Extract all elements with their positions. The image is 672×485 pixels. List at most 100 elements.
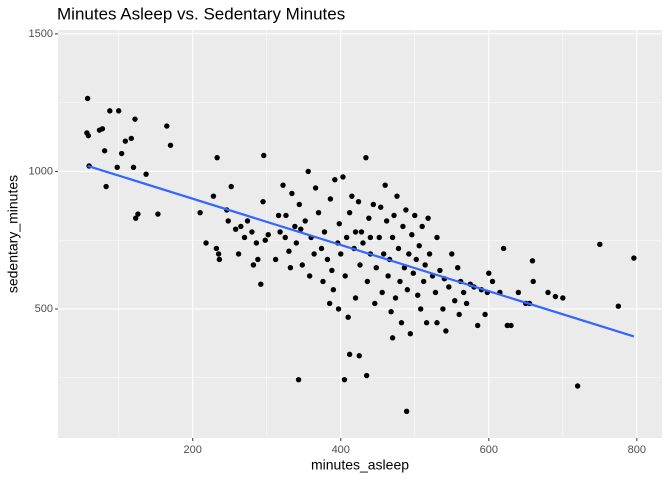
point bbox=[128, 135, 134, 142]
point bbox=[382, 182, 388, 188]
point bbox=[560, 295, 566, 301]
point bbox=[574, 383, 581, 389]
point bbox=[389, 335, 396, 341]
point bbox=[143, 171, 149, 177]
point bbox=[391, 212, 397, 219]
point bbox=[238, 223, 244, 230]
point bbox=[235, 251, 242, 257]
point bbox=[345, 314, 351, 320]
point bbox=[380, 251, 387, 257]
point bbox=[423, 320, 430, 326]
point bbox=[262, 237, 268, 243]
point bbox=[631, 255, 637, 261]
point bbox=[275, 212, 282, 219]
point bbox=[130, 164, 137, 170]
point bbox=[250, 262, 257, 268]
point bbox=[460, 289, 467, 296]
point bbox=[508, 322, 514, 329]
trend-line bbox=[87, 164, 635, 338]
point bbox=[403, 207, 409, 213]
point bbox=[352, 229, 359, 235]
point bbox=[413, 256, 419, 263]
point bbox=[515, 289, 522, 296]
point bbox=[378, 204, 384, 210]
point bbox=[253, 240, 260, 246]
point bbox=[155, 211, 161, 217]
point bbox=[330, 287, 337, 293]
point bbox=[232, 226, 239, 232]
point bbox=[392, 295, 399, 301]
point bbox=[283, 212, 289, 219]
point bbox=[299, 262, 305, 268]
point bbox=[321, 229, 328, 235]
point bbox=[292, 223, 298, 230]
point bbox=[214, 154, 220, 161]
point bbox=[400, 223, 406, 230]
point bbox=[364, 278, 371, 285]
point bbox=[255, 256, 261, 263]
point bbox=[107, 108, 113, 114]
x-tick-label: 400 bbox=[332, 444, 350, 456]
point bbox=[446, 284, 452, 290]
point bbox=[298, 226, 304, 232]
point bbox=[452, 298, 458, 304]
point bbox=[363, 372, 370, 379]
point bbox=[366, 215, 372, 221]
point bbox=[167, 142, 174, 148]
point bbox=[295, 376, 302, 383]
point bbox=[306, 273, 313, 279]
point bbox=[545, 289, 551, 296]
point bbox=[327, 196, 334, 202]
point bbox=[529, 258, 536, 264]
point bbox=[443, 328, 449, 334]
point bbox=[324, 256, 331, 263]
point bbox=[216, 256, 223, 263]
point bbox=[395, 245, 402, 252]
point bbox=[385, 273, 391, 279]
point bbox=[504, 322, 510, 329]
point bbox=[296, 201, 303, 208]
point bbox=[358, 229, 365, 235]
point bbox=[293, 240, 300, 246]
point bbox=[336, 220, 342, 227]
point bbox=[486, 270, 492, 276]
y-axis-title: sedentary_minutes bbox=[5, 175, 21, 293]
point bbox=[437, 267, 443, 274]
x-axis-title: minutes_asleep bbox=[311, 457, 409, 473]
x-tick-label: 200 bbox=[184, 444, 202, 456]
point bbox=[213, 245, 220, 252]
point bbox=[320, 278, 326, 285]
y-tick-label: 500 bbox=[35, 303, 53, 315]
chart-title: Minutes Asleep vs. Sedentary Minutes bbox=[57, 4, 345, 23]
y-tick-label: 1500 bbox=[29, 28, 53, 40]
x-tick-label: 800 bbox=[628, 444, 646, 456]
point bbox=[379, 289, 385, 296]
point bbox=[244, 218, 251, 224]
point bbox=[373, 265, 379, 271]
point bbox=[482, 311, 488, 318]
point bbox=[341, 376, 348, 383]
point bbox=[261, 152, 267, 159]
point bbox=[352, 295, 359, 301]
point bbox=[415, 292, 421, 298]
point bbox=[455, 265, 461, 271]
point bbox=[463, 300, 470, 307]
point bbox=[302, 218, 308, 224]
point bbox=[164, 123, 170, 129]
point bbox=[332, 176, 338, 183]
point bbox=[422, 262, 428, 268]
point bbox=[260, 198, 266, 205]
point bbox=[343, 234, 350, 241]
point bbox=[84, 95, 91, 102]
point bbox=[397, 278, 403, 285]
point bbox=[355, 198, 362, 205]
point bbox=[440, 306, 446, 312]
point bbox=[342, 273, 348, 279]
point bbox=[335, 306, 342, 312]
point bbox=[449, 251, 455, 257]
point bbox=[432, 289, 439, 296]
point bbox=[349, 193, 355, 199]
point bbox=[372, 300, 378, 307]
point bbox=[215, 251, 222, 257]
point bbox=[394, 193, 400, 199]
